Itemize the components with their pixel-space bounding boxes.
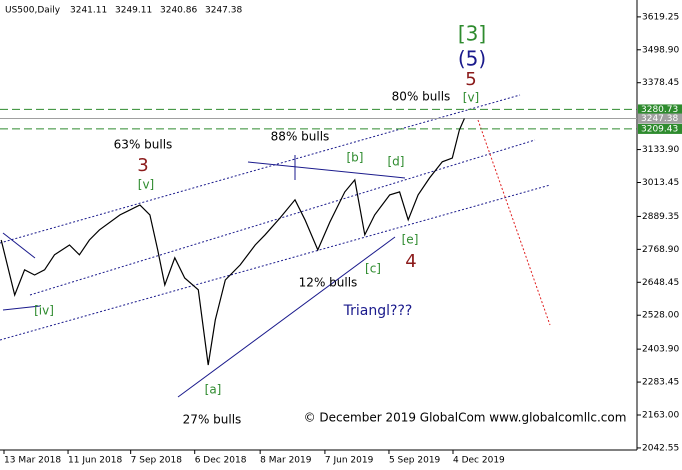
annotation: [d]	[388, 155, 405, 169]
channel-mid	[29, 139, 536, 296]
price-label: 3247.38	[641, 114, 678, 124]
x-tick-label: 5 Sep 2019	[389, 456, 441, 466]
price-label: 3280.73	[641, 105, 678, 115]
y-tick-label: 2042.55	[642, 443, 679, 453]
annotation: 27% bulls	[183, 413, 242, 427]
annotation: 4	[405, 251, 416, 272]
price-line	[0, 118, 465, 366]
channel-lower	[0, 184, 551, 341]
annotation: (5)	[458, 47, 486, 71]
y-tick-label: 2889.35	[642, 212, 679, 222]
annotation: [v]	[138, 178, 154, 192]
wave-line	[2, 232, 36, 259]
annotation: [a]	[205, 383, 222, 397]
annotation: Triangl???	[343, 303, 413, 319]
ohlc-value: 3249.11	[115, 6, 152, 16]
x-tick-label: 4 Dec 2019	[453, 456, 505, 466]
y-tick-label: 2403.90	[642, 345, 679, 355]
annotation: [c]	[365, 262, 381, 276]
x-tick-label: 6 Dec 2018	[195, 456, 247, 466]
annotation: [v]	[463, 91, 479, 105]
x-tick-label: 8 Mar 2019	[260, 456, 312, 466]
annotation: 12% bulls	[299, 276, 358, 290]
annotation: 3	[137, 155, 148, 176]
projection	[477, 119, 551, 326]
y-tick-label: 2163.00	[642, 411, 679, 421]
y-tick-label: 2648.45	[642, 278, 679, 288]
x-tick-label: 11 Jun 2018	[68, 456, 122, 466]
y-tick-label: 2768.90	[642, 245, 679, 255]
triangle-upper	[247, 161, 406, 179]
ohlc-value: 3241.11	[70, 6, 107, 16]
y-tick-label: 2283.45	[642, 378, 679, 388]
trend-lines	[0, 94, 551, 398]
symbol: US500,Daily	[5, 6, 61, 16]
price-label: 3209.43	[641, 124, 678, 134]
annotation: [3]	[458, 22, 486, 46]
y-tick-label: 3619.25	[642, 12, 679, 22]
annotation: © December 2019 GlobalCom www.globalcoml…	[304, 411, 627, 425]
price-label-bg	[638, 123, 682, 134]
price-label-bg	[638, 113, 682, 124]
x-tick-label: 7 Jun 2019	[325, 456, 374, 466]
y-tick-label: 3133.90	[642, 145, 679, 155]
y-tick-label: 3013.45	[642, 178, 679, 188]
wave-line	[2, 305, 41, 311]
y-tick-label: 3378.45	[642, 78, 679, 88]
annotation: 80% bulls	[392, 90, 451, 104]
ohlc-value: 3240.86	[160, 6, 197, 16]
annotation: 5	[465, 69, 476, 90]
price-label-bg	[638, 104, 682, 115]
annotation: [b]	[347, 151, 364, 165]
x-tick-label: 13 Mar 2018	[4, 456, 61, 466]
annotation: 88% bulls	[271, 130, 330, 144]
annotation: [e]	[402, 233, 419, 247]
x-tick-label: 7 Sep 2018	[131, 456, 183, 466]
y-tick-label: 2528.00	[642, 311, 679, 321]
annotation: 63% bulls	[114, 138, 173, 152]
annotation: [iv]	[34, 304, 54, 318]
ohlc-value: 3247.38	[205, 6, 242, 16]
y-tick-label: 3498.90	[642, 45, 679, 55]
triangle-lower	[177, 236, 396, 398]
